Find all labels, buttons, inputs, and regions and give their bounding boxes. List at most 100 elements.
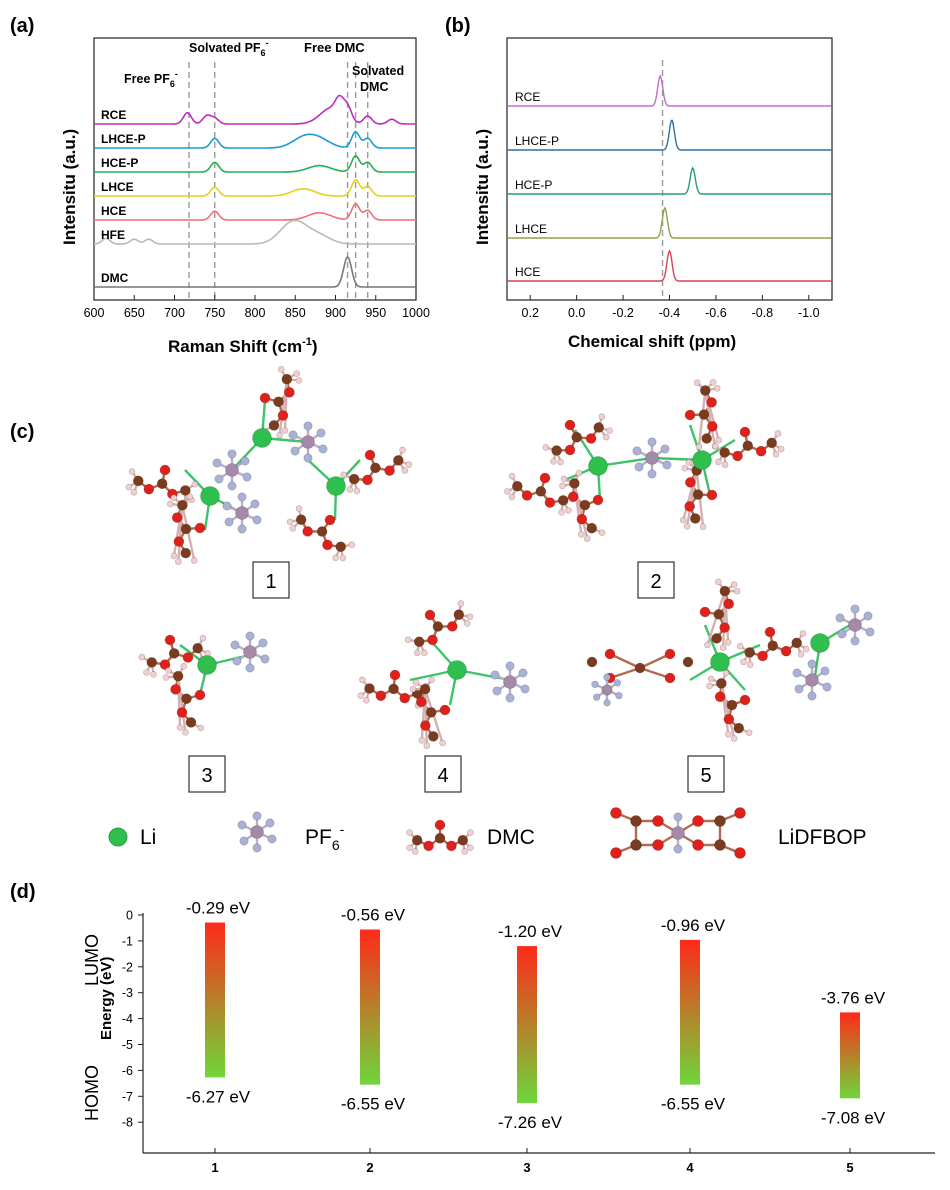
- hydrogen-atom: [699, 523, 707, 531]
- energy-level-chart: 0-1-2-3-4-5-6-7-81 2 3 4 5 -0.29 eV-6.27 eV-…: [82, 899, 935, 1175]
- hydrogen-atom: [295, 377, 303, 384]
- hydrogen-atom: [683, 522, 691, 530]
- carbon-atom: [172, 670, 184, 682]
- carbon-atom: [273, 396, 284, 408]
- cluster-3-box: [188, 755, 226, 793]
- raman-annotation-free-pf6: Free PF6-: [124, 69, 178, 89]
- fluorine-atom: [316, 428, 326, 438]
- energy-bar-cluster-4: [680, 939, 700, 1085]
- raman-series-lhce: [94, 179, 416, 197]
- oxygen-atom: [170, 684, 181, 695]
- oxygen-atom: [734, 847, 746, 859]
- carbon-atom: [701, 433, 712, 444]
- fluorine-atom: [634, 462, 644, 472]
- oxygen-atom: [375, 690, 387, 701]
- nmr-series-label-lhce-p: LHCE-P: [515, 134, 559, 148]
- raman-series-label-lhce-p: LHCE-P: [101, 132, 146, 146]
- cluster-2-box: [637, 561, 675, 599]
- fluorine-atom: [240, 456, 250, 466]
- fluorine-atom: [820, 666, 830, 676]
- lithium-atom: [588, 456, 608, 476]
- hydrogen-atom: [363, 696, 370, 704]
- hydrogen-atom: [428, 676, 435, 684]
- raman-x-tick-label: 650: [124, 306, 145, 320]
- oxygen-atom: [652, 815, 664, 827]
- carbon-atom: [168, 648, 180, 659]
- oxygen-atom: [739, 426, 751, 438]
- energy-y-tick-label: -3: [122, 986, 133, 1000]
- carbon-atom: [181, 693, 192, 705]
- oxygen-atom: [719, 622, 730, 633]
- nmr-y-axis-label: Intensitu (a.u.): [473, 129, 492, 245]
- carbon-atom: [569, 478, 580, 489]
- oxygen-atom: [757, 650, 768, 662]
- carbon-atom: [393, 455, 404, 466]
- hydrogen-atom: [733, 587, 741, 595]
- hydrogen-atom: [467, 844, 474, 852]
- raman-x-tick-label: 850: [285, 306, 306, 320]
- cluster-2-structure: [504, 379, 785, 542]
- hydrogen-atom: [170, 552, 178, 560]
- nmr-x-tick-label: 0.2: [522, 306, 539, 320]
- fluorine-atom: [603, 673, 611, 681]
- hydrogen-atom: [457, 600, 465, 607]
- hydrogen-atom: [409, 685, 417, 693]
- carbon-atom: [425, 707, 437, 718]
- raman-annotation-free-dmc: Free DMC: [304, 40, 365, 55]
- lithium-atom: [326, 476, 346, 496]
- cluster-5-label: 5: [700, 765, 711, 787]
- nmr-x-tick-label: -0.8: [752, 306, 774, 320]
- hydrogen-atom: [713, 384, 721, 392]
- bond: [420, 688, 427, 741]
- energy-x-tick-label: 2: [366, 1160, 373, 1175]
- phosphorus-atom: [601, 684, 613, 696]
- phosphorus-atom: [671, 826, 685, 840]
- carbon-atom: [281, 373, 293, 385]
- hydrogen-atom: [557, 458, 564, 466]
- oxygen-atom: [707, 421, 718, 432]
- oxygen-atom: [564, 419, 576, 431]
- fluorine-atom: [520, 684, 530, 694]
- oxygen-atom: [362, 474, 373, 486]
- hydrogen-atom: [542, 444, 550, 451]
- hydrogen-atom: [799, 630, 807, 637]
- energy-bar-cluster-3: [517, 946, 537, 1104]
- raman-x-tick-label: 600: [84, 306, 105, 320]
- cluster-1-structure: [125, 366, 413, 565]
- fluorine-atom: [794, 684, 804, 694]
- carbon-atom: [767, 640, 779, 652]
- raman-reference-lines: [188, 62, 369, 298]
- raman-annotation-solvated-pf6: Solvated PF6-: [189, 38, 269, 58]
- bond: [720, 683, 730, 735]
- energy-bar-cluster-5: [840, 1012, 860, 1099]
- fluorine-atom: [303, 421, 313, 431]
- phosphorus-atom: [848, 618, 862, 632]
- hydrogen-atom: [406, 844, 413, 852]
- fluorine-atom: [807, 659, 817, 669]
- oxygen-atom: [159, 659, 171, 670]
- hydrogen-atom: [413, 649, 421, 657]
- oxygen-atom: [194, 522, 206, 534]
- hydrogen-atom: [693, 379, 701, 387]
- cluster-4-box: [424, 755, 462, 793]
- nmr-x-axis-label: Chemical shift (ppm): [568, 332, 736, 351]
- hydrogen-atom: [150, 671, 157, 678]
- raman-x-tick-label: 900: [325, 306, 346, 320]
- carbon-atom: [713, 609, 725, 620]
- nmr-series-label-hce: HCE: [515, 265, 540, 279]
- carbon-atom: [711, 633, 722, 644]
- carbon-atom: [180, 485, 191, 496]
- carbon-atom: [557, 495, 569, 506]
- raman-series-label-hce: HCE: [101, 204, 126, 218]
- hydrogen-atom: [736, 642, 744, 650]
- raman-x-ticks: 600 650 700 750 800 850 900 950 1000: [84, 295, 430, 320]
- oxygen-atom: [423, 840, 434, 852]
- oxygen-atom: [424, 609, 436, 621]
- energy-y-tick-label: -2: [122, 960, 133, 974]
- fluorine-atom: [807, 691, 817, 701]
- carbon-atom: [551, 445, 562, 456]
- energy-axis-ticks: 0 -1 -2 -3 -4 -5 -6 -7 -8 1 2 3 4 5: [122, 909, 854, 1176]
- carbon-atom: [682, 656, 694, 668]
- homo-value-label: -7.26 eV: [498, 1113, 563, 1132]
- nmr-x-tick-label: -0.2: [612, 306, 634, 320]
